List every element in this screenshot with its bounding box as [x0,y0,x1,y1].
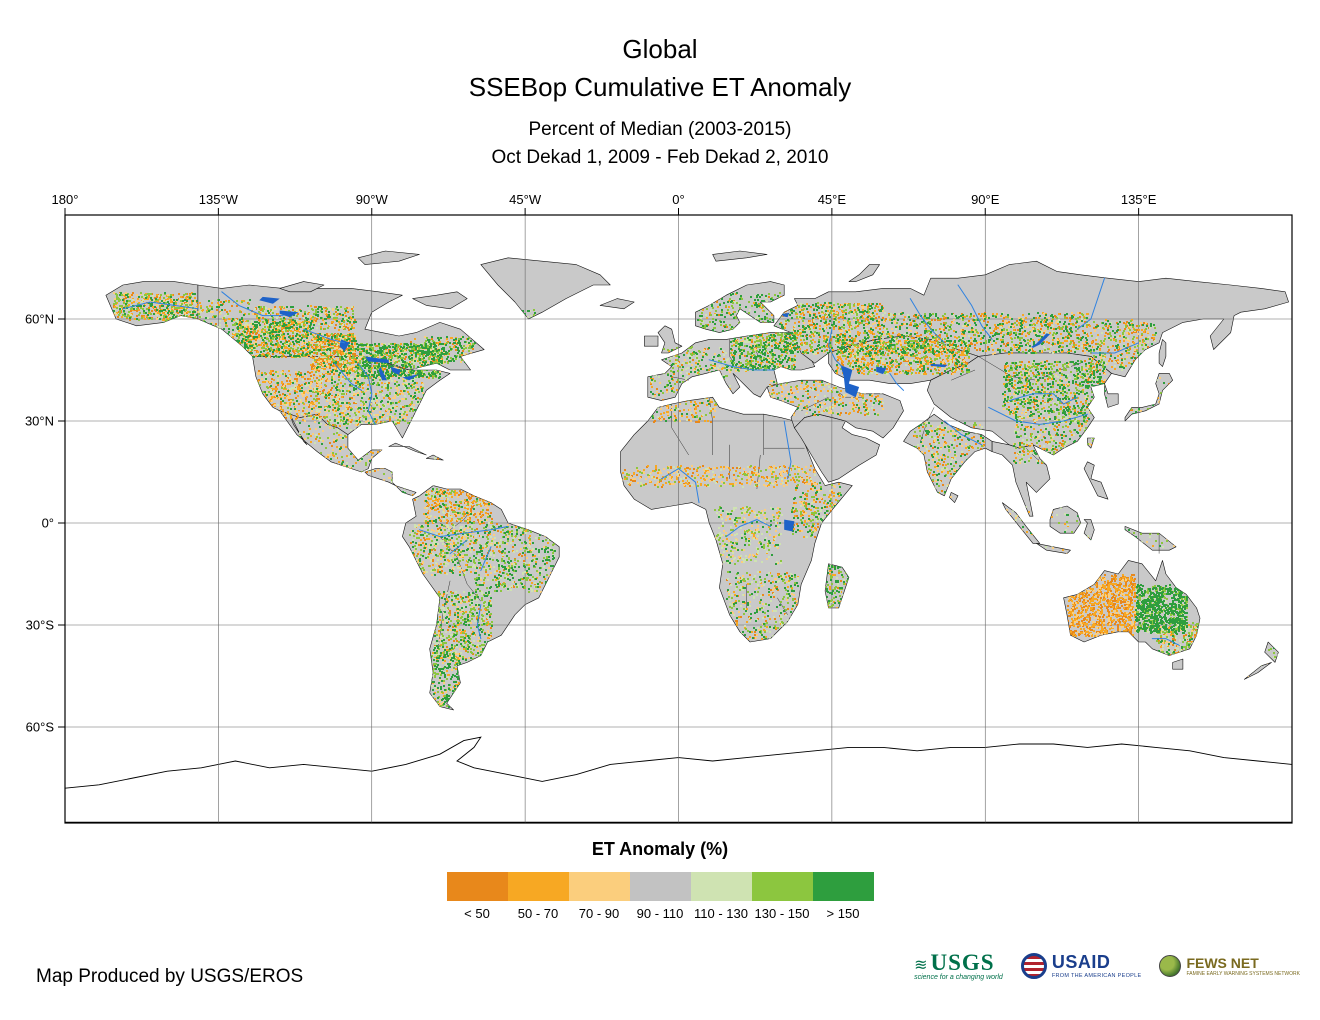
legend: ET Anomaly (%) < 50 50 - 70 70 - 90 90 - 11… [0,839,1320,923]
legend-class: < 50 [446,872,508,921]
lon-label: 135°E [1121,192,1157,207]
landmass [1244,662,1272,680]
map-canvas [65,215,1292,823]
landmass [388,442,427,456]
landmass [279,281,325,293]
legend-class-label: > 150 [826,906,860,921]
lon-label: 180° [52,192,79,207]
legend-swatch [629,872,691,901]
lon-label: 90°W [356,192,389,207]
landmass [848,264,880,282]
landmass [279,410,383,473]
landmass [1264,641,1279,663]
landmass [1124,526,1177,551]
lakes [259,296,1050,532]
usgs-tagline: science for a changing world [914,974,1003,981]
landmass [480,257,611,320]
landmass [1083,519,1095,541]
legend-class: 50 - 70 [507,872,569,921]
fewsnet-globe-icon [1159,954,1182,977]
map-title-line2: SSEBop Cumulative ET Anomaly [468,72,852,102]
lon-label: 90°E [971,192,1000,207]
credit-text: Map Produced by USGS/EROS [36,966,304,987]
legend-class-label: < 50 [464,906,490,921]
legend-swatch [446,872,508,901]
legend-class-label: 130 - 150 [754,906,810,921]
usgs-logo-text: USGS [930,950,995,975]
lat-label: 0° [42,516,54,531]
legend-title: ET Anomaly (%) [591,839,729,859]
lon-label: 45°E [818,192,847,207]
landmass [364,468,417,497]
landmass [949,492,959,503]
legend-class: 110 - 130 [690,872,752,921]
legend-swatch [568,872,630,901]
legend-class-label: 110 - 130 [694,906,748,921]
usaid-tagline: FROM THE AMERICAN PEOPLE [1051,973,1142,979]
legend-swatch-row: < 50 50 - 70 70 - 90 90 - 110 110 - 130 130 -… [446,872,874,921]
map-title-line1: Global [622,34,698,64]
logo-strip: ≋ USGS science for a changing world USAI… [914,950,1300,981]
legend-class: > 150 [812,872,874,921]
landmass [599,298,635,310]
legend-swatch [812,872,874,901]
fewsnet-tagline: FAMINE EARLY WARNING SYSTEMS NETWORK [1186,970,1300,977]
lat-label: 60°N [25,312,54,327]
lon-label: 135°W [199,192,239,207]
title-block: Global SSEBop Cumulative ET Anomaly Perc… [0,30,1320,172]
map-subtitle-line1: Percent of Median (2003-2015) [528,119,792,140]
lat-label: 60°S [26,720,55,735]
usaid-logo: USAID FROM THE AMERICAN PEOPLE [1020,952,1142,979]
legend-class-label: 50 - 70 [517,906,559,921]
usaid-logo-text: USAID [1051,952,1111,972]
landmass [794,413,880,483]
legend-class-label: 70 - 90 [578,906,620,921]
legend-class: 90 - 110 [629,872,691,921]
landmass [991,441,1051,517]
landmass [357,250,420,265]
legend-swatch [690,872,752,901]
usgs-wave-icon: ≋ [914,957,928,974]
usgs-logo: ≋ USGS science for a changing world [914,950,1003,981]
legend-class-label: 90 - 110 [636,906,684,921]
rivers [122,277,1180,646]
map-subtitle-line2: Oct Dekad 1, 2009 - Feb Dekad 2, 2010 [491,147,829,168]
lon-label: 45°W [509,192,542,207]
landmass [1083,461,1109,500]
legend-class: 70 - 90 [568,872,630,921]
landmass [1158,339,1167,367]
legend-class: 130 - 150 [751,872,813,921]
lat-label: 30°S [26,618,55,633]
speckle-class-4 [114,292,1281,707]
landmass [1104,383,1119,408]
usaid-emblem-icon [1020,952,1047,979]
landmass [412,291,468,310]
landmass [644,335,659,347]
legend-swatch [507,872,569,901]
lat-label: 30°N [25,414,54,429]
landmass [712,250,768,262]
lon-label: 0° [672,192,684,207]
fewsnet-logo-text: FEWS NET [1186,954,1259,971]
landmass [1172,658,1184,670]
legend-swatch [751,872,813,901]
fewsnet-logo: FEWS NET FAMINE EARLY WARNING SYSTEMS NE… [1159,954,1300,977]
